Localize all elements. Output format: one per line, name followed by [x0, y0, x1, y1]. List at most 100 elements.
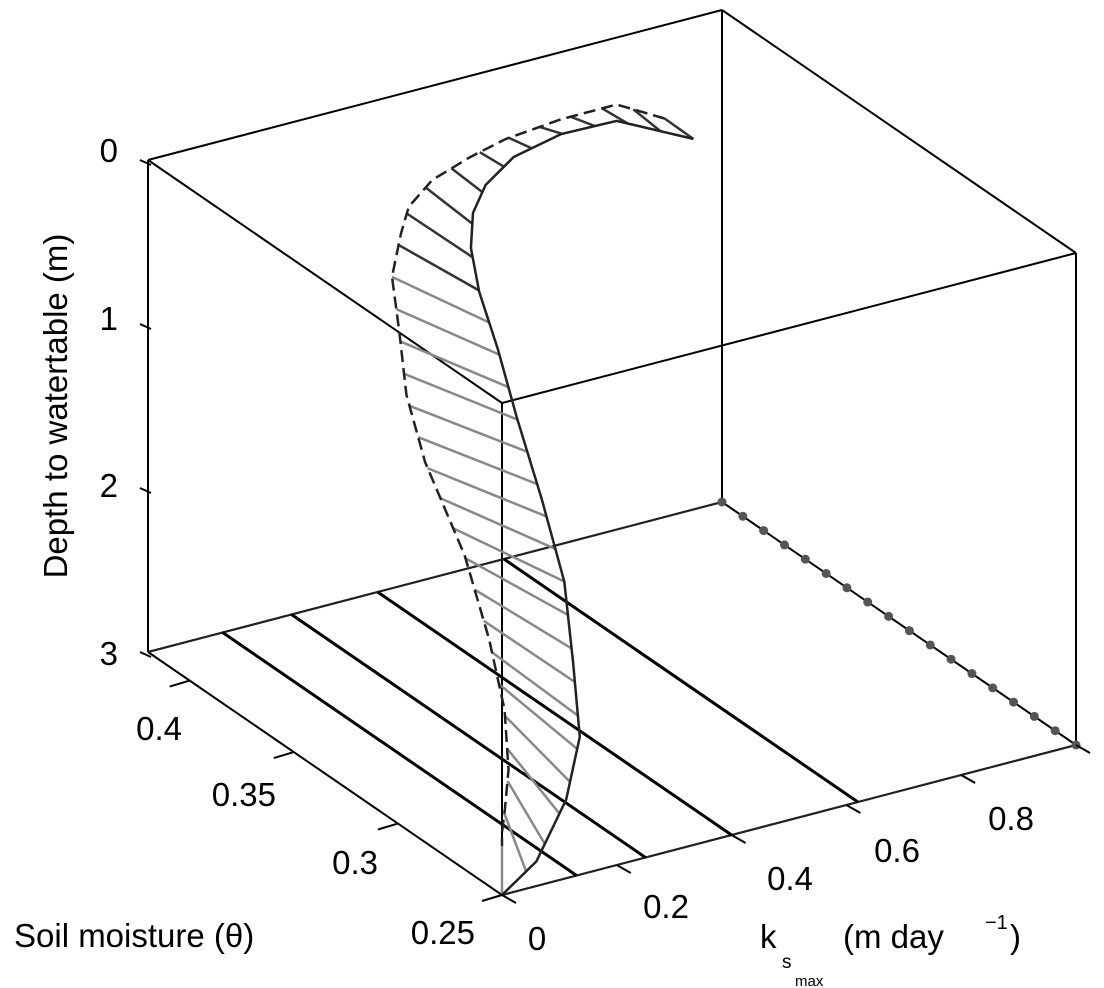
y-tick — [273, 751, 295, 760]
x-tick-label: 0.4 — [767, 860, 813, 897]
series-point — [967, 669, 977, 679]
series-point — [800, 554, 810, 564]
box-edge — [721, 9, 1077, 254]
box-edge — [501, 252, 1077, 404]
series-point — [863, 597, 873, 607]
series-point — [904, 626, 914, 636]
hatch-line — [406, 212, 474, 259]
y-tick — [481, 894, 503, 902]
z-tick-label: 2 — [100, 467, 118, 504]
floor-projection — [147, 501, 1077, 896]
series-point — [925, 640, 935, 650]
hatch-line — [498, 683, 578, 750]
z-tick — [139, 159, 152, 166]
z-tick — [139, 487, 152, 494]
hatch-line — [539, 125, 563, 136]
floor-rung — [503, 557, 859, 804]
z-tick-label: 1 — [100, 300, 118, 337]
z-tick-label: 0 — [100, 132, 118, 169]
hatch-line — [663, 117, 695, 140]
y-axis-tick-labels: 0.25 0.3 0.35 0.4 — [136, 710, 475, 951]
hatch-line — [601, 107, 629, 125]
x-tick — [845, 804, 861, 814]
y-tick-label: 0.3 — [332, 844, 378, 881]
hatch-line — [570, 115, 596, 128]
hatch-line — [632, 108, 662, 133]
y-tick — [169, 679, 190, 688]
floor-back-edge — [147, 501, 723, 653]
hatch-line — [397, 243, 480, 292]
series-point — [988, 683, 998, 693]
hatch-line — [479, 151, 505, 168]
hatch-line — [427, 467, 547, 518]
series-point — [779, 540, 789, 550]
hatch-line — [452, 527, 565, 583]
x-axis-label-units: (m day — [843, 918, 944, 955]
hatch-line — [483, 619, 576, 684]
hatch-line — [506, 747, 561, 815]
series-point — [1050, 726, 1060, 736]
x-tick-label: 0.6 — [874, 832, 920, 869]
series-point — [884, 611, 894, 621]
x-tick-label: 0 — [528, 920, 546, 957]
hatch-line — [450, 167, 484, 194]
x-axis-label-units-close: ) — [1010, 918, 1021, 955]
x-tick — [731, 834, 747, 844]
series-point — [842, 583, 852, 593]
hatch-line — [506, 780, 546, 845]
series-point — [946, 654, 956, 664]
x-tick-label: 0.8 — [988, 800, 1034, 837]
box-edge — [147, 159, 503, 404]
x-axis-tick-labels: 0 0.2 0.4 0.6 0.8 — [528, 800, 1034, 957]
hatch-line — [417, 435, 538, 486]
series-dashed-curve — [390, 103, 665, 846]
y-axis-label: Soil moisture (θ) — [14, 917, 254, 954]
hatch-line — [504, 715, 571, 783]
hatch-line — [491, 651, 579, 717]
series-point — [738, 511, 748, 521]
y-tick-label: 0.25 — [411, 914, 475, 951]
z-axis-tick-labels: 0 1 2 3 — [100, 132, 118, 672]
floor-rung — [376, 590, 733, 837]
box-edge — [721, 501, 1077, 746]
series-point — [821, 568, 831, 578]
hatch-line — [395, 307, 500, 356]
hatch-line — [391, 275, 490, 324]
y-tick — [377, 822, 399, 831]
z-tick — [139, 651, 152, 658]
y-tick-label: 0.35 — [212, 776, 276, 813]
z-tick-label: 3 — [100, 635, 118, 672]
x-axis-label-subscript: s — [782, 952, 792, 973]
x-axis-label: k s max (m day −1 ) — [760, 912, 1021, 988]
hatch-line — [399, 340, 509, 389]
series-point — [717, 497, 727, 507]
floor-rung — [290, 613, 647, 859]
y-tick-label: 0.4 — [136, 710, 182, 747]
series-solid-curve — [469, 119, 694, 896]
hatch-line — [403, 372, 518, 421]
x-axis-label-symbol: k — [760, 918, 777, 955]
hatch-line — [503, 812, 528, 872]
box-edge — [147, 9, 723, 161]
z-axis-label: Depth to watertable (m) — [37, 234, 74, 579]
tick-marks — [139, 159, 1091, 904]
hatch-line — [439, 497, 556, 551]
x-tick — [501, 894, 517, 904]
x-axis-label-units-exponent: −1 — [985, 912, 1008, 934]
x-tick — [1075, 744, 1091, 754]
hatch-line — [473, 588, 573, 650]
hatch-line — [508, 136, 533, 150]
series-point — [1009, 697, 1019, 707]
series-point — [1029, 711, 1039, 721]
x-tick-label: 0.2 — [643, 888, 689, 925]
floor-rung — [221, 631, 578, 877]
x-tick — [960, 774, 976, 784]
box-edge — [147, 651, 503, 896]
axes-box — [147, 9, 1077, 896]
data-surface — [390, 103, 1081, 896]
x-axis-label-subsubscript: max — [795, 973, 824, 988]
series-point — [759, 526, 769, 536]
hatch-line — [424, 186, 474, 225]
x-tick — [616, 864, 632, 874]
